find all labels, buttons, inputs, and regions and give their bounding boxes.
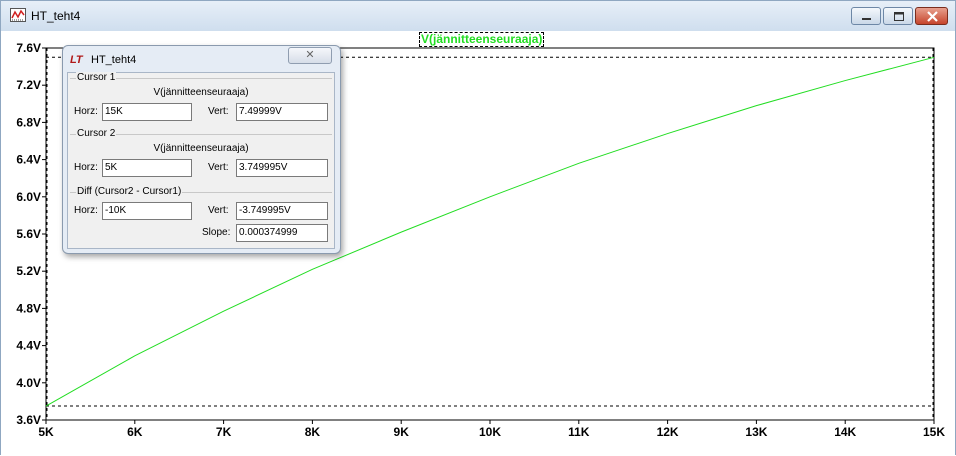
diff-horz-field[interactable]: -10K bbox=[102, 202, 192, 220]
trace-label[interactable]: V(jännitteenseuraaja) bbox=[419, 32, 545, 47]
y-tick-label: 7.6V bbox=[16, 41, 41, 55]
waveform-app-icon bbox=[10, 8, 26, 22]
maximize-button[interactable] bbox=[883, 7, 913, 25]
dialog-title: HT_teht4 bbox=[91, 54, 137, 66]
x-tick-label: 14K bbox=[834, 425, 856, 439]
diff-title: Diff (Cursor2 - Cursor1) bbox=[76, 186, 183, 197]
diff-vert-field[interactable]: -3.749995V bbox=[236, 202, 328, 220]
maximize-icon bbox=[894, 12, 904, 21]
cursor1-title: Cursor 1 bbox=[76, 72, 117, 83]
x-tick-label: 13K bbox=[745, 425, 767, 439]
cursor2-vert-label: Vert: bbox=[208, 162, 229, 173]
cursor2-horz-field[interactable]: 5K bbox=[102, 159, 192, 177]
cursor1-group: Cursor 1 V(jännitteenseuraaja) Horz: 15K… bbox=[70, 72, 332, 134]
y-tick-label: 6.4V bbox=[16, 153, 41, 167]
close-button[interactable] bbox=[915, 7, 948, 25]
cursor1-vert-field[interactable]: 7.49999V bbox=[236, 103, 328, 121]
title-bar[interactable]: HT_teht4 bbox=[1, 1, 955, 31]
cursor1-vert-label: Vert: bbox=[208, 106, 229, 117]
cursor2-vert-field[interactable]: 3.749995V bbox=[236, 159, 328, 177]
diff-vert-label: Vert: bbox=[208, 205, 229, 216]
slope-label: Slope: bbox=[202, 227, 231, 238]
waveform-chart[interactable]: 7.6V 7.2V 6.8V 6.4V 6.0V 5.6V 5.2V 4.8V 4.4V 4.0V… bbox=[1, 31, 955, 456]
ltspice-logo-icon: LT bbox=[70, 54, 83, 66]
y-tick-label: 6.8V bbox=[16, 115, 41, 129]
minimize-icon bbox=[862, 18, 871, 20]
cursor1-trace: V(jännitteenseuraaja) bbox=[153, 87, 249, 98]
x-tick-label: 9K bbox=[394, 425, 410, 439]
dialog-close-button[interactable]: ✕ bbox=[288, 47, 332, 64]
data-line bbox=[45, 56, 935, 407]
y-tick-label: 5.6V bbox=[16, 227, 41, 241]
y-tick-label: 5.2V bbox=[16, 264, 41, 278]
y-tick-label: 4.0V bbox=[16, 376, 41, 390]
slope-field[interactable]: 0.000374999 bbox=[236, 224, 328, 242]
close-icon bbox=[927, 11, 938, 22]
y-tick-label: 7.2V bbox=[16, 78, 41, 92]
x-tick-label: 11K bbox=[568, 425, 590, 439]
cursor1-horz-field[interactable]: 15K bbox=[102, 103, 192, 121]
cursor2-trace: V(jännitteenseuraaja) bbox=[153, 143, 249, 154]
x-tick-label: 15K bbox=[923, 425, 945, 439]
x-tick-label: 6K bbox=[127, 425, 143, 439]
cursor2-title: Cursor 2 bbox=[76, 128, 117, 139]
dialog-body: Cursor 1 V(jännitteenseuraaja) Horz: 15K… bbox=[67, 72, 335, 249]
x-tick-label: 12K bbox=[657, 425, 679, 439]
y-tick-label: 4.4V bbox=[16, 339, 41, 353]
window-title: HT_teht4 bbox=[31, 9, 81, 23]
cursor-dialog[interactable]: LT HT_teht4 ✕ Cursor 1 V(jännitteenseura… bbox=[62, 45, 341, 254]
minimize-button[interactable] bbox=[851, 7, 881, 25]
x-tick-label: 8K bbox=[305, 425, 321, 439]
cursor2-group: Cursor 2 V(jännitteenseuraaja) Horz: 5K … bbox=[70, 128, 332, 190]
x-tick-label: 5K bbox=[38, 425, 54, 439]
diff-group: Diff (Cursor2 - Cursor1) Horz: -10K Vert… bbox=[70, 186, 332, 248]
cursor1-horz-label: Horz: bbox=[74, 106, 98, 117]
x-tick-label: 10K bbox=[479, 425, 501, 439]
y-tick-label: 4.8V bbox=[16, 301, 41, 315]
y-tick-label: 3.6V bbox=[16, 413, 41, 427]
x-tick-label: 7K bbox=[216, 425, 232, 439]
cursor2-horz-label: Horz: bbox=[74, 162, 98, 173]
y-tick-label: 6.0V bbox=[16, 190, 41, 204]
diff-horz-label: Horz: bbox=[74, 205, 98, 216]
